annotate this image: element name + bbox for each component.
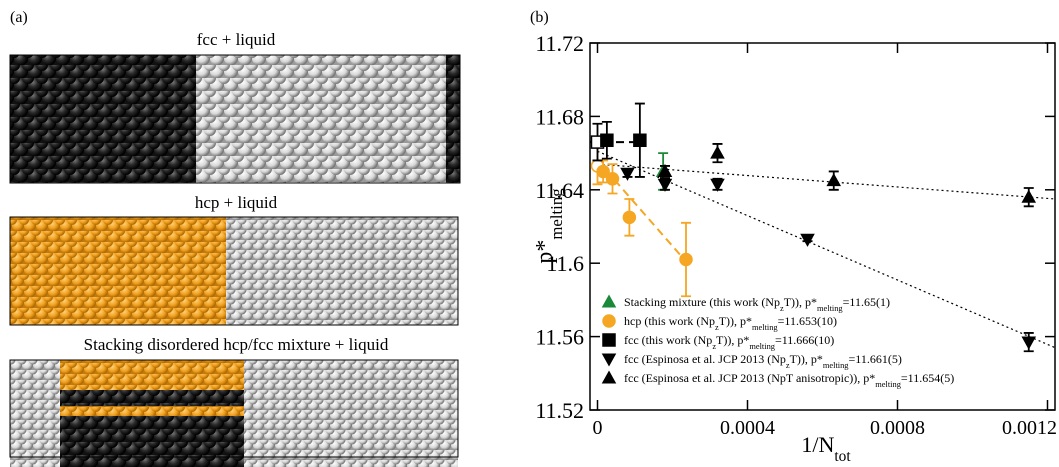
marker bbox=[620, 167, 635, 181]
y-axis-label: p*melting bbox=[532, 188, 566, 264]
x-tick-label: 0 bbox=[593, 417, 603, 439]
plot-frame bbox=[589, 42, 1056, 411]
x-tick-label: 0.0012 bbox=[1002, 417, 1057, 439]
panel-a: (a) fcc + liquid hcp + liquid Stacking d… bbox=[9, 9, 461, 467]
marker bbox=[679, 252, 693, 267]
legend-entry: fcc (Espinosa et al. JCP 2013 (NpzT)), p… bbox=[624, 352, 902, 370]
marker bbox=[710, 178, 725, 192]
caption: hcp + liquid bbox=[195, 193, 278, 212]
snapshot-mixture bbox=[9, 359, 459, 467]
marker bbox=[657, 178, 673, 192]
legend-marker bbox=[601, 370, 617, 384]
panel-b: (b) p*melting 1/Ntot 11.52 11.56 11.6 11.64… bbox=[530, 9, 1057, 465]
y-tick-label: 11.72 bbox=[535, 31, 584, 56]
marker bbox=[633, 133, 647, 148]
y-tick-label: 11.68 bbox=[535, 104, 584, 129]
snapshot-fcc bbox=[9, 54, 461, 184]
marker bbox=[800, 233, 815, 247]
marker bbox=[826, 173, 842, 187]
legend-marker bbox=[601, 353, 617, 367]
legend-marker bbox=[601, 294, 617, 308]
caption: Stacking disordered hcp/fcc mixture + li… bbox=[84, 335, 389, 354]
marker bbox=[657, 163, 673, 177]
marker bbox=[605, 172, 620, 186]
marker bbox=[1021, 336, 1037, 350]
legend-entry: fcc (Espinosa et al. JCP 2013 (NpT aniso… bbox=[624, 371, 954, 389]
y-tick-label: 11.52 bbox=[535, 398, 584, 423]
fit-line bbox=[597, 163, 1055, 200]
legend-entry: Stacking mixture (this work (NpzT)), p*m… bbox=[624, 295, 890, 313]
legend-marker bbox=[602, 314, 616, 328]
x-tick-label: 0.0004 bbox=[720, 417, 775, 439]
legend-marker bbox=[602, 333, 616, 347]
marker bbox=[596, 164, 610, 179]
plot-area bbox=[590, 102, 1055, 353]
marker bbox=[1021, 189, 1037, 203]
fit-line bbox=[596, 159, 689, 264]
panel-label: (b) bbox=[530, 9, 549, 26]
marker bbox=[710, 145, 725, 159]
legend-entry: fcc (this work (NpzT)), p*melting=11.666… bbox=[624, 333, 834, 351]
marker bbox=[622, 210, 637, 225]
caption: fcc + liquid bbox=[197, 30, 276, 49]
x-tick-label: 0.0008 bbox=[870, 417, 925, 439]
panel-label: (a) bbox=[10, 9, 28, 26]
y-tick-label: 11.56 bbox=[535, 325, 584, 350]
marker bbox=[600, 133, 614, 148]
x-axis-label: 1/Ntot bbox=[801, 432, 851, 465]
legend-entry: hcp (this work (NpzT)), p*melting=11.653… bbox=[624, 314, 837, 332]
y-tick-label: 11.64 bbox=[535, 178, 584, 203]
y-tick-label: 11.6 bbox=[546, 251, 584, 276]
snapshot-hcp bbox=[9, 216, 459, 326]
